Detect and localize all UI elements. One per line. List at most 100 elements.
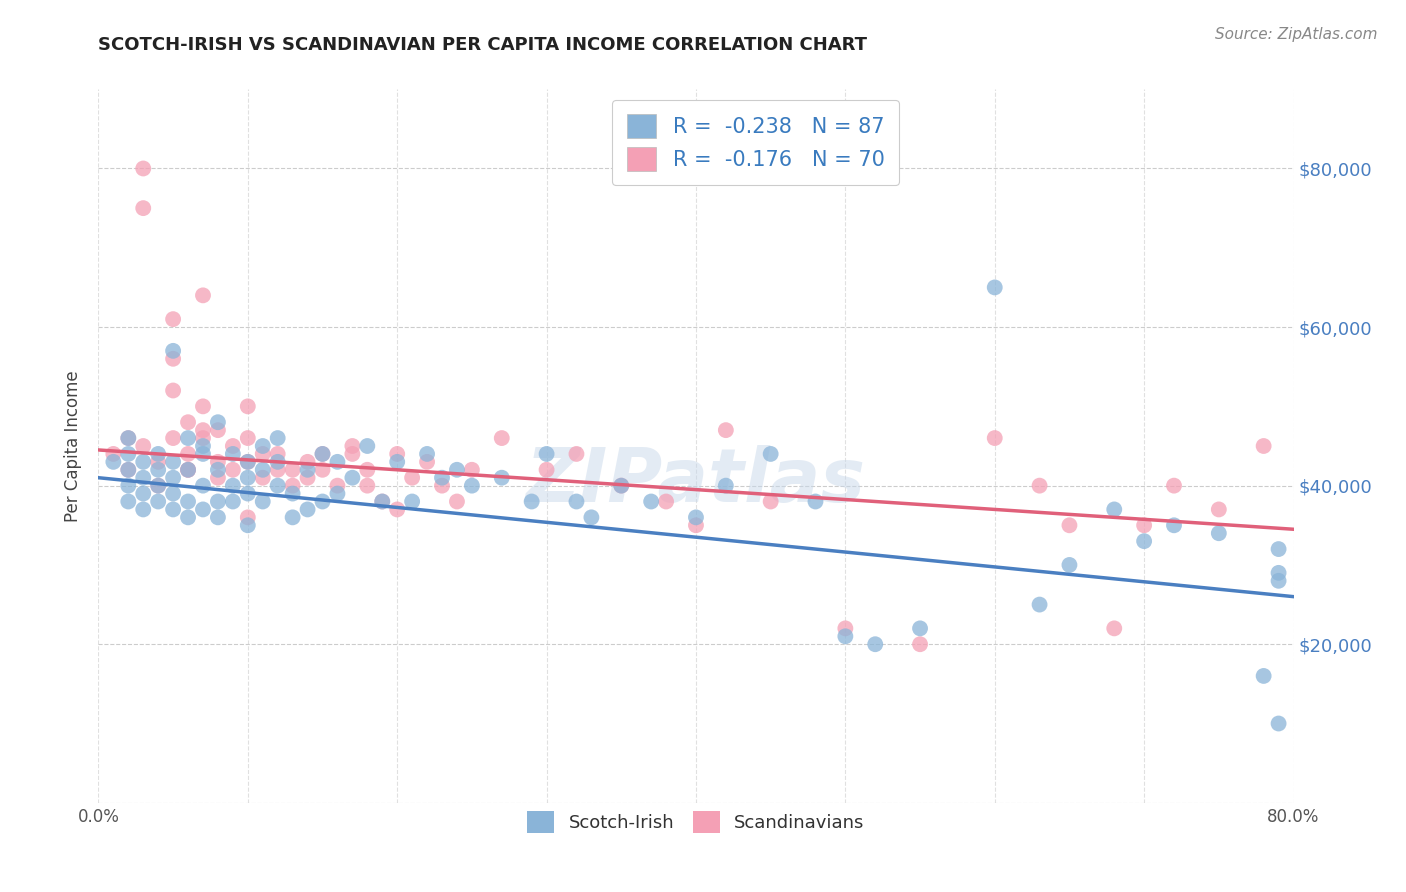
Point <box>430 471 453 485</box>
Point <box>252 447 274 461</box>
Point <box>177 463 200 477</box>
Point <box>162 486 184 500</box>
Point <box>222 447 245 461</box>
Point <box>759 494 782 508</box>
Point <box>267 455 290 469</box>
Point <box>267 478 290 492</box>
Point <box>446 494 468 508</box>
Point <box>132 486 155 500</box>
Point <box>222 463 245 477</box>
Point <box>311 447 333 461</box>
Point <box>132 201 155 215</box>
Point <box>177 463 200 477</box>
Point <box>326 486 349 500</box>
Point <box>132 455 155 469</box>
Point <box>714 478 737 492</box>
Point <box>267 431 290 445</box>
Point <box>536 447 558 461</box>
Y-axis label: Per Capita Income: Per Capita Income <box>65 370 83 522</box>
Point <box>685 518 707 533</box>
Point <box>148 447 170 461</box>
Point <box>252 463 274 477</box>
Point <box>461 478 484 492</box>
Point <box>281 478 304 492</box>
Point <box>759 447 782 461</box>
Point <box>236 455 259 469</box>
Point <box>1267 716 1289 731</box>
Point <box>162 351 184 366</box>
Point <box>491 431 513 445</box>
Point <box>236 431 259 445</box>
Point <box>1028 598 1050 612</box>
Point <box>222 478 245 492</box>
Point <box>117 494 139 508</box>
Point <box>1104 621 1126 635</box>
Point <box>103 447 125 461</box>
Point <box>1208 526 1230 541</box>
Text: SCOTCH-IRISH VS SCANDINAVIAN PER CAPITA INCOME CORRELATION CHART: SCOTCH-IRISH VS SCANDINAVIAN PER CAPITA … <box>98 36 868 54</box>
Point <box>297 463 319 477</box>
Point <box>103 455 125 469</box>
Point <box>1028 478 1050 492</box>
Point <box>1059 518 1081 533</box>
Point <box>236 518 259 533</box>
Point <box>297 502 319 516</box>
Point <box>162 312 184 326</box>
Point <box>177 494 200 508</box>
Point <box>191 439 214 453</box>
Point <box>371 494 394 508</box>
Point <box>984 280 1007 294</box>
Point <box>430 478 453 492</box>
Point <box>565 447 588 461</box>
Text: Source: ZipAtlas.com: Source: ZipAtlas.com <box>1215 27 1378 42</box>
Point <box>326 478 349 492</box>
Point <box>132 439 155 453</box>
Text: ZIPatlas: ZIPatlas <box>526 445 866 518</box>
Point <box>207 471 229 485</box>
Point <box>222 439 245 453</box>
Point <box>252 471 274 485</box>
Point <box>804 494 827 508</box>
Point <box>581 510 603 524</box>
Point <box>1163 518 1185 533</box>
Point <box>714 423 737 437</box>
Point <box>162 502 184 516</box>
Point <box>1253 669 1275 683</box>
Point <box>148 478 170 492</box>
Point <box>267 463 290 477</box>
Point <box>520 494 543 508</box>
Point <box>148 455 170 469</box>
Point <box>371 494 394 508</box>
Point <box>207 415 229 429</box>
Point <box>177 463 200 477</box>
Point <box>162 431 184 445</box>
Point <box>610 478 633 492</box>
Point <box>191 478 214 492</box>
Point <box>655 494 678 508</box>
Point <box>236 455 259 469</box>
Point <box>1104 502 1126 516</box>
Point <box>1133 534 1156 549</box>
Point <box>281 486 304 500</box>
Point <box>401 494 423 508</box>
Point <box>908 637 931 651</box>
Point <box>1267 574 1289 588</box>
Point <box>908 621 931 635</box>
Point <box>236 510 259 524</box>
Point <box>162 384 184 398</box>
Point <box>401 471 423 485</box>
Point <box>162 343 184 358</box>
Point <box>132 502 155 516</box>
Point <box>281 510 304 524</box>
Point <box>236 400 259 414</box>
Point <box>685 510 707 524</box>
Point <box>1253 439 1275 453</box>
Point <box>177 431 200 445</box>
Point <box>207 510 229 524</box>
Point <box>491 471 513 485</box>
Point <box>177 447 200 461</box>
Point <box>207 494 229 508</box>
Point <box>177 510 200 524</box>
Point <box>1208 502 1230 516</box>
Point <box>640 494 662 508</box>
